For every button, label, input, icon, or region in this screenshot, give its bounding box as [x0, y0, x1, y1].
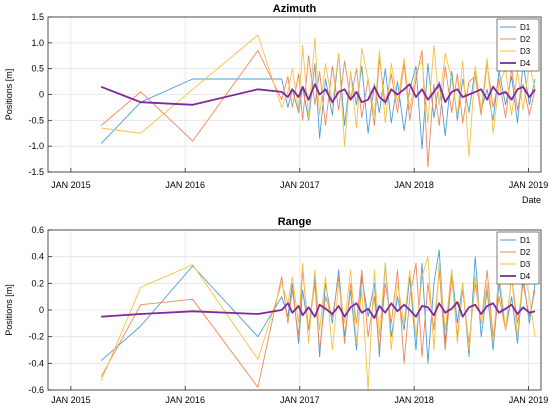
- x-axis-label: Date: [522, 195, 541, 205]
- y-tick-label: -0.6: [28, 385, 44, 395]
- series-line-d4: [100, 83, 536, 106]
- y-tick-label: -0.4: [28, 358, 44, 368]
- series-line-d3: [100, 256, 536, 391]
- range-chart: 0.6 0.4 0.2 0 -0.2 -0.4 -0.6 JAN 2015 JAN 2016 JA…: [4, 216, 548, 405]
- y-tick-label: -0.2: [28, 332, 44, 342]
- y-tick-label: 0.4: [31, 252, 44, 262]
- y-tick-label: 1.0: [31, 38, 44, 48]
- legend: D1 D2 D3 D4: [496, 18, 540, 72]
- chart-title: Azimuth: [273, 3, 317, 15]
- chart-title: Range: [278, 216, 312, 228]
- series-line-d4: [101, 301, 536, 319]
- legend: D1 D2 D3 D4: [496, 231, 540, 285]
- x-tick-label: JAN 2017: [280, 180, 320, 190]
- x-tick-label: JAN 2017: [280, 395, 320, 405]
- y-tick-label: -1.0: [28, 141, 44, 151]
- series-line-d2: [100, 262, 536, 388]
- x-tick-label: JAN 2016: [165, 395, 205, 405]
- azimuth-chart: 1.5 1.0 0.5 0 -0.5 -1.0 -1.5 JAN 2015 JAN 2016 JA…: [4, 3, 548, 205]
- legend-label-d3: D3: [520, 47, 531, 56]
- y-tick-label: -0.5: [28, 115, 44, 125]
- legend-label-d1: D1: [520, 236, 531, 245]
- series-line-d3: [101, 34, 536, 157]
- y-tick-label: 0.5: [31, 64, 44, 74]
- x-tick-label: JAN 2015: [51, 180, 91, 190]
- legend-label-d4: D4: [520, 59, 531, 68]
- y-axis-label: Positions [m]: [4, 69, 14, 121]
- legend-label-d2: D2: [520, 35, 531, 44]
- x-tick-label: JAN 2018: [394, 395, 434, 405]
- series-line-d1: [100, 52, 536, 150]
- y-tick-label: 1.5: [31, 12, 44, 22]
- legend-label-d1: D1: [520, 23, 531, 32]
- x-tick-label: JAN 2015: [51, 395, 91, 405]
- x-tick-label: JAN 2019: [509, 395, 549, 405]
- y-tick-label: 0.2: [31, 278, 44, 288]
- y-tick-label: 0: [39, 305, 44, 315]
- y-tick-label: 0: [39, 90, 44, 100]
- y-tick-label: 0.6: [31, 225, 44, 235]
- x-tick-label: JAN 2016: [165, 180, 205, 190]
- x-tick-label: JAN 2018: [394, 180, 434, 190]
- y-axis-label: Positions [m]: [4, 284, 14, 336]
- y-tick-label: -1.5: [28, 167, 44, 177]
- legend-label-d3: D3: [520, 260, 531, 269]
- legend-label-d4: D4: [520, 272, 531, 281]
- legend-label-d2: D2: [520, 248, 531, 257]
- x-tick-label: JAN 2019: [509, 180, 549, 190]
